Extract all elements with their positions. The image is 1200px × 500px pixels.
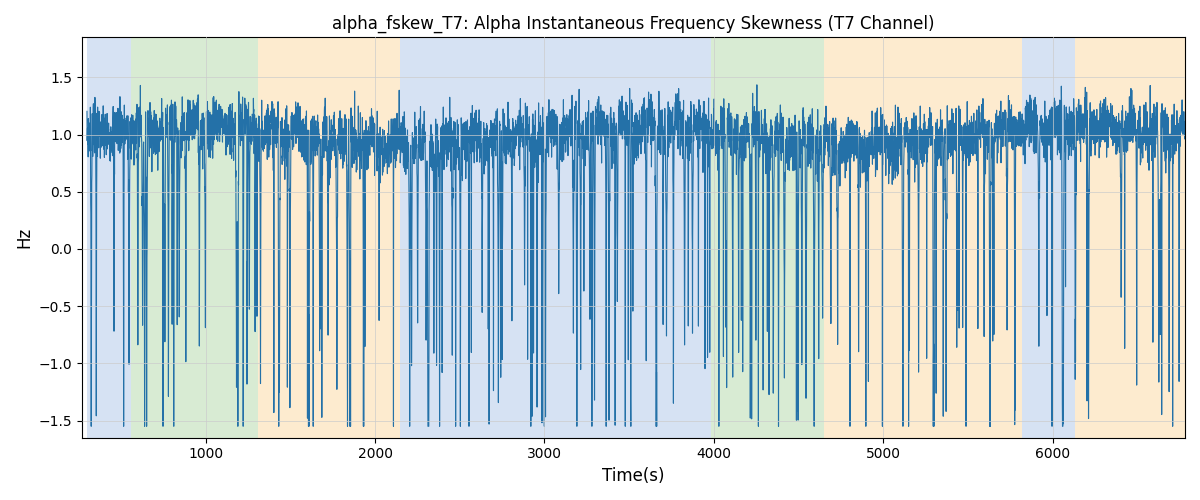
X-axis label: Time(s): Time(s) <box>602 467 665 485</box>
Bar <box>710 38 824 438</box>
Bar <box>846 38 1022 438</box>
Title: alpha_fskew_T7: Alpha Instantaneous Frequency Skewness (T7 Channel): alpha_fskew_T7: Alpha Instantaneous Freq… <box>332 15 935 34</box>
Bar <box>1075 38 1184 438</box>
Bar <box>824 38 846 438</box>
Bar <box>401 38 692 438</box>
Y-axis label: Hz: Hz <box>14 227 32 248</box>
Bar <box>692 38 710 438</box>
Bar <box>258 38 401 438</box>
Bar <box>86 38 131 438</box>
Bar <box>1022 38 1075 438</box>
Bar <box>131 38 258 438</box>
